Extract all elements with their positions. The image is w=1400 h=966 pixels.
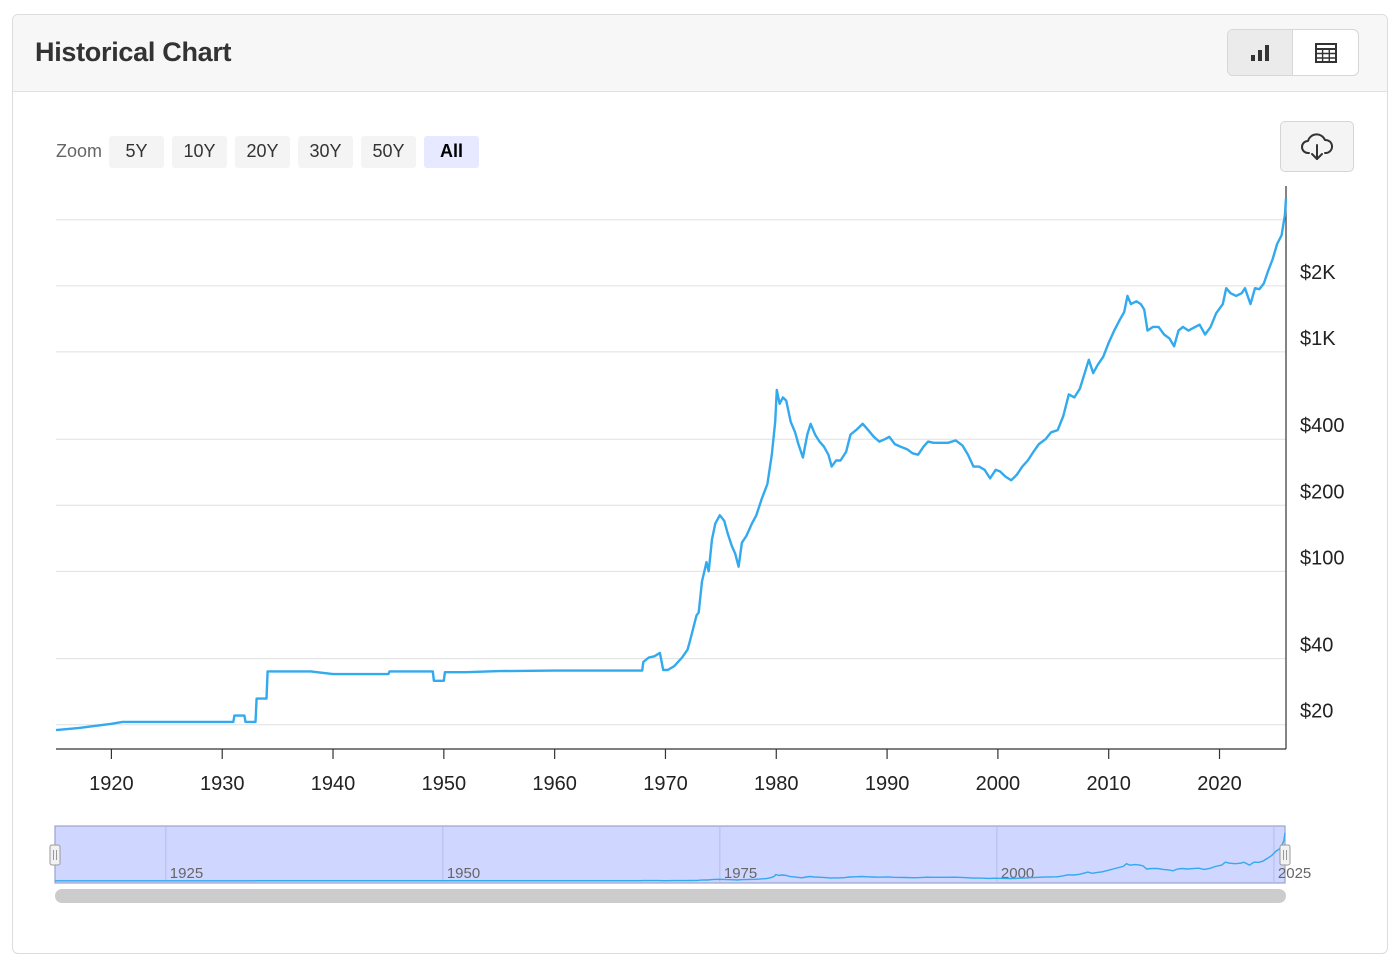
x-tick-label: 1990 (865, 773, 910, 795)
y-tick-label: $1K (1300, 328, 1336, 350)
y-axis-ticks: $20 $40 $100 $200 $400 $1K $2K (1300, 262, 1345, 723)
y-tick-label: $400 (1300, 415, 1345, 437)
zoom-5y-button[interactable]: 5Y (109, 135, 165, 168)
card-header: Historical Chart (13, 15, 1387, 92)
x-tick-label: 1930 (200, 773, 245, 795)
table-grid-icon (1314, 42, 1337, 63)
chart-card: Historical Chart (12, 14, 1388, 954)
bar-chart-icon (1251, 44, 1269, 61)
navigator-year-label: 1950 (447, 865, 480, 882)
x-axis-ticks: 1920 1930 1940 1950 1960 1970 1980 1990 2000 2010… (89, 749, 1242, 795)
cloud-download-icon (1301, 132, 1333, 160)
y-tick-label: $40 (1300, 635, 1333, 657)
zoom-bar: Zoom 5Y 10Y 20Y 30Y 50Y All (56, 135, 487, 168)
y-tick-label: $2K (1300, 262, 1336, 284)
axes (56, 186, 1287, 750)
navigator-scrollbar[interactable] (55, 889, 1286, 903)
navigator-year-label: 2000 (1001, 865, 1034, 882)
navigator-left-handle[interactable] (49, 844, 61, 866)
x-tick-label: 2020 (1197, 773, 1242, 795)
navigator-year-label: 2025 (1278, 865, 1311, 882)
x-tick-label: 1950 (422, 773, 467, 795)
y-tick-label: $20 (1300, 701, 1333, 723)
table-view-button[interactable] (1293, 30, 1358, 75)
x-tick-label: 2010 (1086, 773, 1131, 795)
navigator-line (55, 832, 1286, 882)
price-line (55, 198, 1288, 732)
page-title: Historical Chart (35, 37, 232, 67)
view-toggle (1227, 29, 1359, 76)
download-button[interactable] (1280, 121, 1354, 172)
navigator-right-handle[interactable] (1279, 844, 1291, 866)
x-tick-label: 2000 (976, 773, 1021, 795)
navigator-year-label: 1975 (724, 865, 757, 882)
zoom-label: Zoom (56, 141, 103, 161)
grid-lines (56, 219, 1286, 726)
x-tick-label: 1970 (643, 773, 688, 795)
x-tick-label: 1980 (754, 773, 799, 795)
zoom-20y-button[interactable]: 20Y (235, 135, 291, 168)
navigator[interactable]: 1925 1950 1975 2000 2025 (49, 825, 1311, 903)
x-tick-label: 1960 (532, 773, 577, 795)
zoom-50y-button[interactable]: 50Y (361, 135, 417, 168)
x-tick-label: 1920 (89, 773, 134, 795)
zoom-30y-button[interactable]: 30Y (298, 135, 354, 168)
chart-view-button[interactable] (1228, 30, 1293, 75)
y-tick-label: $100 (1300, 547, 1345, 569)
navigator-year-label: 1925 (170, 865, 203, 882)
y-tick-label: $200 (1300, 481, 1345, 503)
x-tick-label: 1940 (311, 773, 356, 795)
navigator-window[interactable] (54, 825, 1286, 884)
zoom-10y-button[interactable]: 10Y (172, 135, 228, 168)
zoom-all-button[interactable]: All (424, 135, 480, 168)
